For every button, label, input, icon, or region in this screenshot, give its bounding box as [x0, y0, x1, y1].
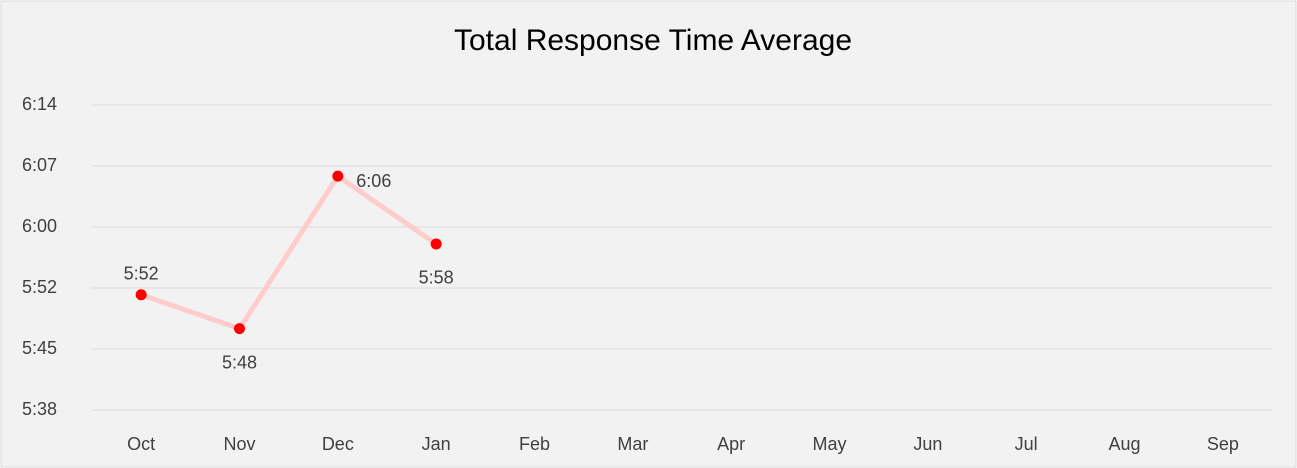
x-tick-label: Mar: [617, 434, 648, 454]
x-tick-label: Apr: [717, 434, 745, 454]
y-tick-label: 6:00: [22, 216, 57, 236]
x-tick-label: Dec: [322, 434, 354, 454]
data-point: [430, 238, 442, 250]
data-point: [135, 289, 147, 301]
series-line: [140, 173, 438, 332]
data-label: 5:48: [222, 352, 257, 372]
x-tick-label: Oct: [127, 434, 155, 454]
y-tick-label: 5:52: [22, 277, 57, 297]
data-label: 6:06: [356, 171, 391, 191]
data-label: 5:52: [124, 264, 159, 284]
x-tick-label: Jun: [913, 434, 942, 454]
x-tick-label: Aug: [1108, 434, 1140, 454]
x-tick-label: May: [812, 434, 846, 454]
data-point: [332, 170, 344, 182]
data-label: 5:58: [419, 268, 454, 288]
x-tick-label: Jul: [1015, 434, 1038, 454]
x-tick-label: Sep: [1207, 434, 1239, 454]
y-tick-label: 5:38: [22, 399, 57, 419]
x-tick-label: Jan: [422, 434, 451, 454]
x-tick-label: Nov: [223, 434, 255, 454]
x-tick-label: Feb: [519, 434, 550, 454]
y-tick-label: 5:45: [22, 338, 57, 358]
y-tick-label: 6:07: [22, 155, 57, 175]
y-tick-label: 6:14: [22, 94, 57, 114]
data-point: [234, 323, 245, 335]
chart-title: Total Response Time Average: [454, 24, 852, 57]
